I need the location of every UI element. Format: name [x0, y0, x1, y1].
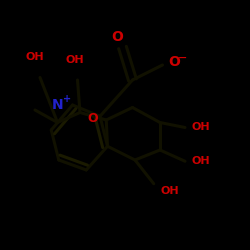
Text: +: +	[63, 94, 71, 104]
Text: OH: OH	[192, 156, 210, 166]
Text: OH: OH	[26, 52, 44, 62]
Text: OH: OH	[66, 55, 84, 65]
Text: OH: OH	[192, 122, 210, 132]
Text: O: O	[168, 56, 180, 70]
Text: O: O	[112, 30, 124, 44]
Text: OH: OH	[161, 186, 179, 196]
Text: N: N	[52, 98, 64, 112]
Text: O: O	[87, 112, 98, 125]
Text: −: −	[178, 52, 187, 62]
